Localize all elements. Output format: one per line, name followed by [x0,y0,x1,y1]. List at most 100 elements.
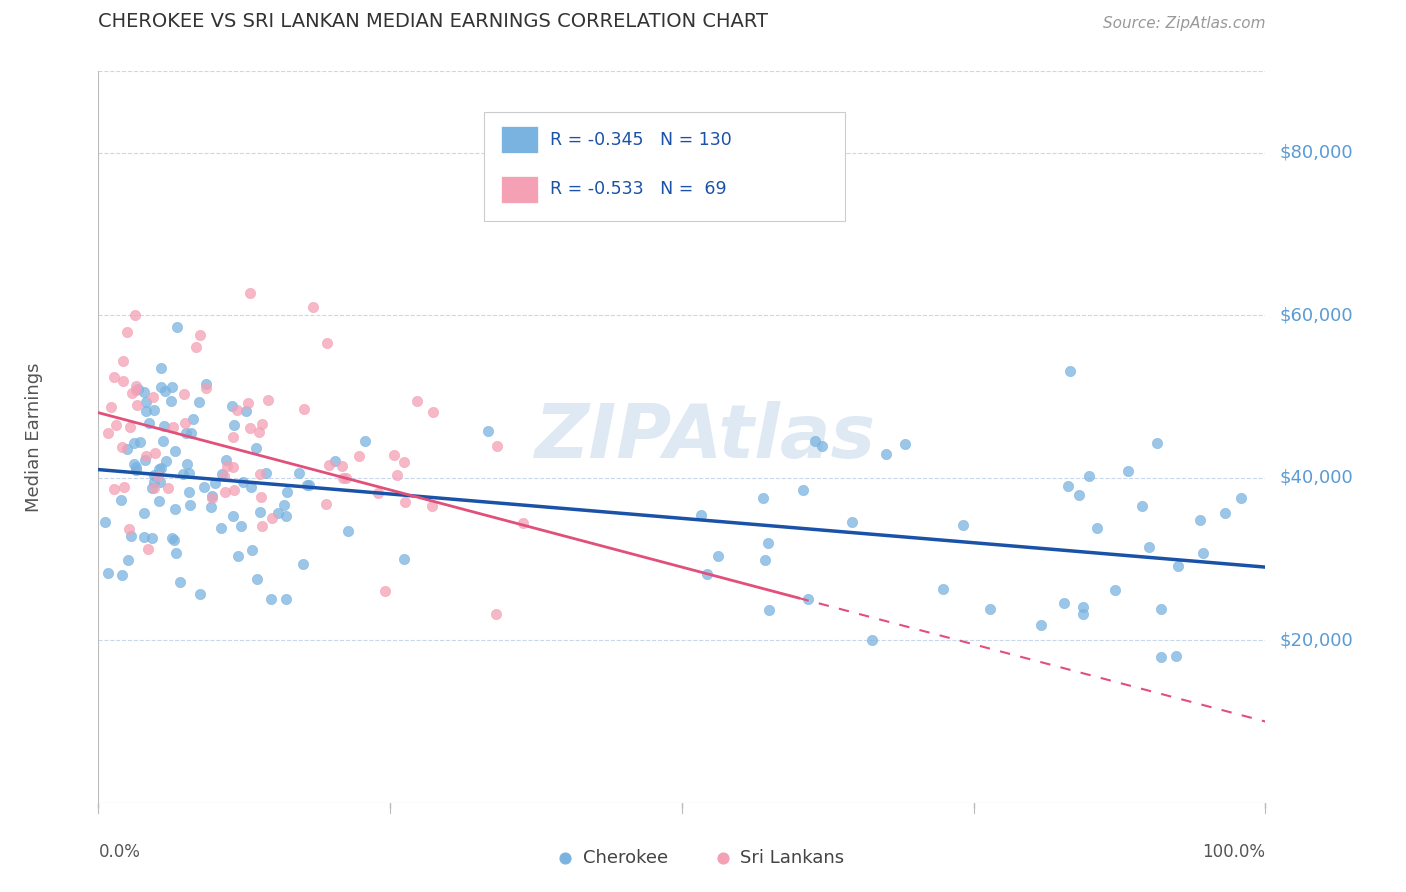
Point [1164,649,1187,664]
Point [512,516,534,530]
Point [120,420,142,434]
Point [249,467,271,482]
Point [134,395,156,409]
Point [222,483,245,497]
Point [1053,596,1076,610]
Point [367,486,389,500]
Point [120,529,142,543]
Point [97,426,120,441]
Point [165,546,187,560]
Point [169,574,191,589]
Point [485,607,508,621]
Point [554,796,576,810]
Text: Cherokee: Cherokee [582,848,668,867]
Point [335,471,357,485]
Point [756,535,779,549]
Point [215,459,238,474]
Point [112,374,135,388]
Point [163,502,186,516]
Point [117,552,139,566]
Point [222,459,245,474]
Point [249,505,271,519]
Point [477,424,499,438]
Point [156,481,179,495]
Point [111,440,134,454]
Point [696,567,718,582]
Point [128,382,150,396]
Point [810,440,832,454]
Point [1059,364,1081,378]
Point [215,453,238,467]
Point [1116,464,1139,478]
Point [132,507,155,521]
Point [1213,506,1236,520]
Point [172,467,194,482]
FancyBboxPatch shape [484,112,845,221]
Point [209,521,232,535]
Point [1167,559,1189,574]
Point [422,405,444,419]
Text: $60,000: $60,000 [1279,306,1353,324]
Text: Median Earnings: Median Earnings [25,362,44,512]
Point [129,434,152,449]
Text: $80,000: $80,000 [1279,144,1353,161]
Text: 100.0%: 100.0% [1202,843,1265,861]
Point [177,484,200,499]
Text: CHEROKEE VS SRI LANKAN MEDIAN EARNINGS CORRELATION CHART: CHEROKEE VS SRI LANKAN MEDIAN EARNINGS C… [98,12,769,31]
FancyBboxPatch shape [501,126,538,153]
Point [792,483,814,498]
Point [250,490,273,504]
Point [405,393,427,408]
Point [138,416,160,430]
Point [100,401,122,415]
Point [173,387,195,401]
Point [274,509,297,524]
Point [267,507,290,521]
Point [135,449,157,463]
Point [195,376,218,391]
Point [347,450,370,464]
Point [374,584,396,599]
Point [117,442,139,456]
Point [239,421,262,435]
Point [180,425,202,440]
Point [125,379,148,393]
Point [301,300,323,314]
Point [132,384,155,399]
Text: ZIPAtlas: ZIPAtlas [534,401,876,474]
Text: Source: ZipAtlas.com: Source: ZipAtlas.com [1102,16,1265,31]
Point [841,516,863,530]
Point [166,320,188,334]
Point [149,475,172,489]
Point [292,402,315,417]
Point [754,553,776,567]
Point [1104,582,1126,597]
Point [149,360,172,375]
Point [142,390,165,404]
Point [134,452,156,467]
Point [979,602,1001,616]
Point [232,475,254,489]
Point [420,499,443,513]
Point [354,434,377,448]
Point [875,447,897,461]
Point [245,441,267,455]
Point [315,336,337,351]
Point [707,549,730,563]
Point [118,522,141,536]
Point [260,592,283,607]
Point [385,468,408,483]
Point [103,370,125,384]
Point [124,308,146,322]
Point [163,533,186,547]
Point [1085,521,1108,535]
Point [1146,436,1168,450]
Point [174,425,197,440]
Point [392,551,415,566]
Point [315,497,337,511]
Point [174,417,197,431]
Point [292,558,315,572]
Point [1031,618,1053,632]
Point [117,325,139,339]
Point [1057,479,1080,493]
